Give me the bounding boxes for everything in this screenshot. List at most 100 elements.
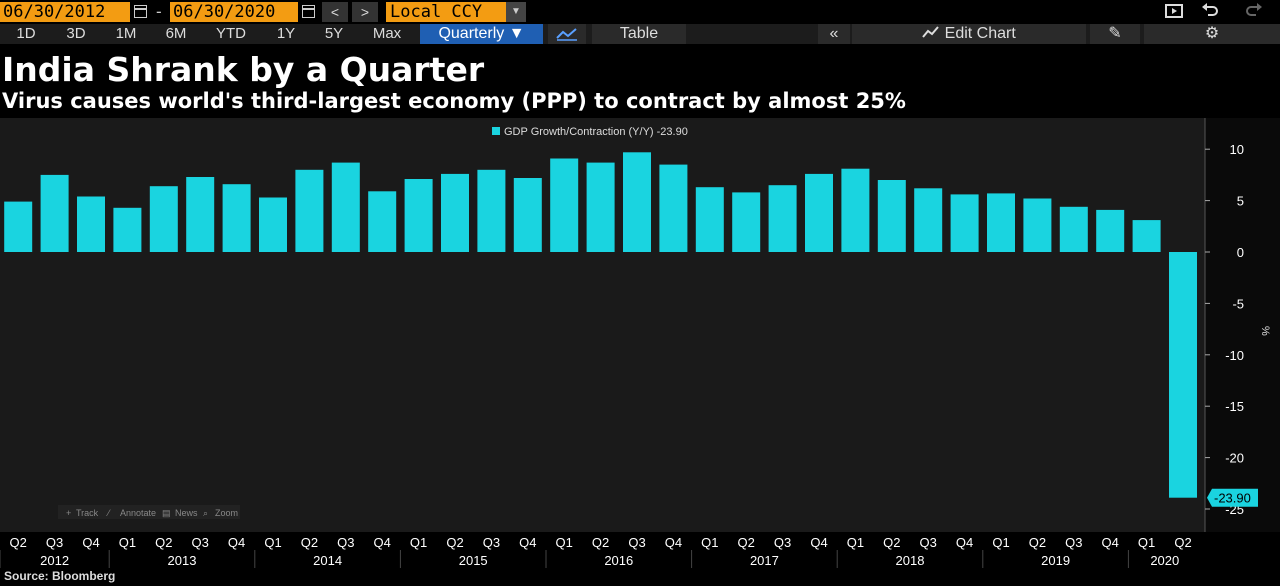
bar-20 [732,192,761,252]
date-separator: - [156,2,162,21]
gear-icon: ⚙ [1204,25,1220,42]
x-tick-label: Q3 [46,535,63,550]
start-date-field[interactable]: 06/30/2012 [0,2,130,22]
bar-25 [914,188,943,252]
legend-swatch [492,127,500,135]
chart-tools-bar [58,505,240,519]
x-tick-label: Q1 [1138,535,1155,550]
redo-icon[interactable] [1244,2,1264,22]
x-tick-label: Q3 [628,535,645,550]
bar-13 [477,169,506,252]
bar-3 [113,207,142,252]
table-button[interactable]: Table [592,24,686,44]
x-tick-label: Q4 [665,535,682,550]
y-tick-label: -20 [1225,451,1244,466]
x-tick-label: Q2 [446,535,463,550]
bar-17 [623,152,651,252]
bar-4 [149,186,178,252]
calendar-icon[interactable] [302,5,315,18]
chevron-right-icon: > [360,4,370,20]
chevron-left-icon: < [330,4,340,20]
chart-tools: + Track ⁄ Annotate ▤ News ⌕ Zoom [58,505,240,519]
x-tick-label: Q2 [592,535,609,550]
chart-type-button[interactable] [548,24,586,44]
y-tick-label: -15 [1225,399,1244,414]
range-5y-button[interactable]: 5Y [324,25,344,42]
next-period-button[interactable]: > [352,2,378,22]
y-axis-panel [1205,118,1280,532]
y-tick-label: 0 [1237,245,1244,260]
bar-19 [695,187,724,252]
bar-7 [259,197,287,252]
x-year-label: 2013 [168,553,197,568]
zoom-icon: ⌕ [203,508,208,518]
x-tick-label: Q4 [810,535,827,550]
x-tick-label: Q2 [1029,535,1046,550]
zoom-tool[interactable]: Zoom [215,508,238,518]
range-toolbar: 1D 3D 1M 6M YTD 1Y 5Y Max Quarterly ▼ Ta… [0,24,1280,44]
bar-5 [186,177,215,252]
x-year-label: 2019 [1041,553,1070,568]
calendar-icon[interactable] [134,5,147,18]
x-tick-label: Q4 [228,535,245,550]
bar-1 [40,174,69,252]
range-3d-button[interactable]: 3D [66,25,86,42]
end-date-field[interactable]: 06/30/2020 [170,2,298,22]
range-6m-button[interactable]: 6M [165,25,187,42]
bars-group [4,152,1197,498]
prev-period-button[interactable]: < [322,2,348,22]
chevron-down-icon[interactable]: ▼ [506,2,526,22]
x-tick-label: Q3 [1065,535,1082,550]
x-year-label: 2020 [1150,553,1179,568]
x-tick-label: Q2 [155,535,172,550]
x-ticks-group: Q2 Q3 Q4 Q1 Q2 Q3 Q4 Q1 Q2 Q3 Q4 Q1 Q2 Q3 Q4 Q1 Q2 Q3 Q4 Q1… [0,532,1205,569]
y-tick-label: -5 [1232,296,1244,311]
legend: GDP Growth/Contraction (Y/Y) -23.90 [492,126,688,138]
bar-29 [1059,206,1088,252]
y-axis-label: % [1259,326,1271,336]
bar-14 [513,178,542,252]
range-max-button[interactable]: Max [372,25,402,42]
range-ytd-button[interactable]: YTD [216,25,246,42]
bar-6 [222,184,251,252]
settings-button[interactable]: ⚙ [1144,24,1280,44]
x-year-label: 2012 [40,553,69,568]
periodicity-select[interactable]: Quarterly ▼ [420,24,543,44]
x-axis-panel [0,532,1205,569]
collapse-button[interactable]: « [818,24,850,44]
line-chart-icon [556,28,577,41]
x-tick-label: Q1 [847,535,864,550]
x-year-label: 2016 [604,553,633,568]
annotate-tool[interactable]: Annotate [120,508,156,518]
x-tick-label: Q4 [519,535,536,550]
range-1d-button[interactable]: 1D [16,25,36,42]
x-tick-label: Q3 [483,535,500,550]
x-tick-label: Q1 [264,535,281,550]
undo-icon[interactable] [1200,2,1220,22]
track-icon: + [66,508,71,518]
chart-title: India Shrank by a Quarter [2,50,485,89]
currency-select[interactable]: Local CCY [386,2,506,22]
track-tool[interactable]: Track [76,508,99,518]
double-chevron-left-icon: « [829,25,839,42]
edit-chart-button[interactable]: Edit Chart [852,24,1086,44]
bar-12 [441,173,469,252]
annotate-button[interactable]: ✎ [1090,24,1140,44]
bar-22 [805,173,833,252]
x-tick-label: Q2 [1174,535,1191,550]
bar-15 [550,158,579,252]
range-1m-button[interactable]: 1M [115,25,137,42]
x-year-label: 2015 [459,553,488,568]
bar-23 [841,168,870,252]
x-tick-label: Q4 [956,535,973,550]
y-tick-label: 5 [1237,194,1244,209]
x-tick-label: Q2 [10,535,27,550]
x-tick-label: Q3 [774,535,791,550]
x-year-label: 2014 [313,553,342,568]
news-tool[interactable]: News [175,508,198,518]
range-1y-button[interactable]: 1Y [276,25,296,42]
bar-9 [331,162,360,252]
presentation-icon[interactable] [1164,2,1184,22]
